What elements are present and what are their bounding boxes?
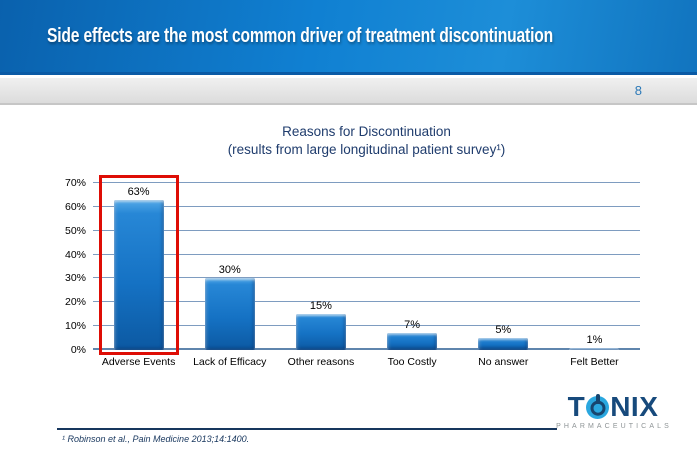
- gridline: [93, 301, 640, 303]
- x-axis-line: [93, 348, 640, 350]
- gridline: [93, 277, 640, 279]
- slide-title: Side effects are the most common driver …: [47, 24, 554, 47]
- slide-header: Side effects are the most common driver …: [0, 0, 697, 75]
- bar-column: 7%: [367, 183, 458, 350]
- y-tick-label: 40%: [64, 248, 86, 261]
- page-number: 8: [634, 83, 642, 98]
- power-icon: [586, 395, 610, 419]
- bar-value-label: 5%: [495, 324, 512, 337]
- highlight-box: [98, 175, 179, 355]
- y-tick-label: 50%: [64, 224, 86, 237]
- bar-value-label: 1%: [586, 333, 603, 346]
- y-tick-label: 0%: [70, 344, 86, 356]
- gridline: [93, 325, 640, 327]
- bar-column: 5%: [458, 183, 549, 350]
- footnote: ¹ Robinson et al., Pain Medicine 2013;14…: [62, 434, 250, 444]
- x-axis-label: Too Costly: [387, 356, 437, 368]
- bar: [113, 199, 164, 350]
- bar-value-label: 15%: [309, 300, 332, 313]
- x-axis-labels: Adverse Events Lack of Efficacy Other reas…: [93, 356, 640, 368]
- y-axis-labels: 0% 10% 20% 30% 40% 50% 60% 70%: [44, 177, 86, 356]
- bar-column: 63%: [93, 175, 184, 355]
- bar: [204, 278, 255, 350]
- x-axis-label: No answer: [478, 356, 529, 368]
- y-tick-label: 10%: [64, 320, 86, 333]
- gridline: [93, 253, 640, 255]
- logo-letter-t: T: [567, 391, 586, 422]
- x-axis-label: Other reasons: [287, 356, 355, 368]
- bar-column: 1%: [549, 183, 640, 350]
- y-tick-label: 20%: [64, 296, 86, 309]
- logo-letters-nix: NIX: [610, 391, 659, 422]
- y-tick-label: 70%: [64, 177, 86, 189]
- tonix-logo: T NIX PHARMACEUTICALS: [552, 393, 674, 431]
- bar-value-label: 63%: [127, 185, 150, 198]
- x-axis-label: Felt Better: [570, 356, 619, 368]
- gridlines: [93, 182, 640, 350]
- bar-chart: 63% 30% 15% 7% 5% 1%: [93, 175, 640, 355]
- y-tick-label: 30%: [64, 272, 86, 285]
- gridline: [93, 182, 640, 183]
- bar: [295, 314, 346, 350]
- gridline: [93, 229, 640, 231]
- bar-value-label: 7%: [404, 319, 421, 332]
- logo-subtext: PHARMACEUTICALS: [556, 423, 672, 430]
- x-axis-label: Lack of Efficacy: [193, 356, 267, 368]
- chart-title-block: Reasons for Discontinuation (results fro…: [93, 123, 640, 159]
- bar: [569, 347, 620, 350]
- chart-subtitle: (results from large longitudinal patient…: [227, 142, 506, 157]
- bar-value-label: 30%: [218, 264, 241, 277]
- y-tick-label: 60%: [64, 200, 86, 213]
- gridline: [93, 205, 640, 207]
- bars-row: 63% 30% 15% 7% 5% 1%: [93, 175, 640, 355]
- chart-title: Reasons for Discontinuation: [282, 124, 451, 139]
- logo-wordmark: T NIX: [552, 393, 674, 421]
- bar: [478, 338, 529, 350]
- bar-column: 15%: [275, 183, 366, 350]
- bar-column: 30%: [184, 183, 275, 350]
- bar: [387, 333, 438, 350]
- x-axis-label: Adverse Events: [101, 356, 176, 368]
- page-number-bar: 8: [0, 78, 697, 105]
- footer-divider: [57, 428, 557, 430]
